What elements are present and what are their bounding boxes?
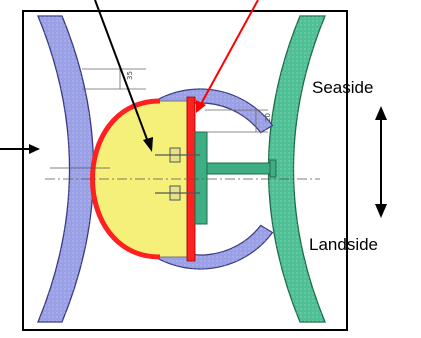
bolt-lower <box>155 185 200 201</box>
red-pointer-arrow <box>196 0 259 113</box>
landside-label: Landside <box>309 235 378 254</box>
centre-lines <box>45 167 320 180</box>
dimension-left-value: 35 <box>126 71 134 80</box>
bolt-upper <box>155 147 200 163</box>
seaside-label: Seaside <box>312 78 373 97</box>
left-curved-member <box>37 15 95 323</box>
black-pointer-arrow <box>94 0 153 152</box>
seaside-landside-arrow <box>375 106 387 218</box>
frame-border <box>22 10 348 331</box>
right-curved-member <box>267 15 326 323</box>
dimension-right-value: 20 <box>264 113 272 122</box>
left-pointer-arrow <box>0 144 40 154</box>
dimension-mark-left <box>82 68 146 90</box>
mounting-bracket <box>194 131 277 225</box>
dimension-mark-right <box>205 109 268 133</box>
